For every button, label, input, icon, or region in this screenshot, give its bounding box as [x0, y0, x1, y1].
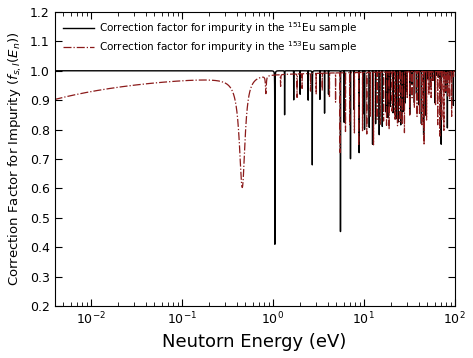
Line: Correction factor for impurity in the $^{153}$Eu sample: Correction factor for impurity in the $^… — [54, 72, 455, 188]
Correction factor for impurity in the $^{153}$Eu sample — [205, 78, 210, 82]
Correction factor for impurity in the $^{151}$Eu sample — [148, 69, 154, 73]
Correction factor for impurity in the $^{153}$Eu sample — [79, 91, 85, 96]
Correction factor for impurity in the $^{151}$Eu sample — [349, 69, 354, 73]
Correction factor for impurity in the $^{151}$Eu sample — [79, 69, 85, 73]
Line: Correction factor for impurity in the $^{151}$Eu sample: Correction factor for impurity in the $^… — [54, 71, 455, 244]
Correction factor for impurity in the $^{153}$Eu sample — [148, 81, 154, 86]
X-axis label: Neutorn Energy (eV): Neutorn Energy (eV) — [162, 333, 347, 351]
Correction factor for impurity in the $^{153}$Eu sample — [269, 73, 274, 78]
Correction factor for impurity in the $^{153}$Eu sample — [452, 69, 457, 74]
Correction factor for impurity in the $^{153}$Eu sample — [349, 71, 354, 75]
Correction factor for impurity in the $^{153}$Eu sample — [52, 97, 57, 102]
Correction factor for impurity in the $^{151}$Eu sample — [452, 69, 457, 73]
Correction factor for impurity in the $^{151}$Eu sample — [293, 69, 298, 73]
Correction factor for impurity in the $^{153}$Eu sample — [293, 72, 298, 76]
Correction factor for impurity in the $^{151}$Eu sample — [269, 69, 274, 73]
Correction factor for impurity in the $^{151}$Eu sample — [272, 242, 278, 246]
Correction factor for impurity in the $^{151}$Eu sample — [52, 69, 57, 73]
Legend: Correction factor for impurity in the $^{151}$Eu sample, Correction factor for i: Correction factor for impurity in the $^… — [60, 17, 361, 58]
Correction factor for impurity in the $^{151}$Eu sample — [205, 69, 210, 73]
Y-axis label: Correction Factor for Impurity ($f_{s,I}(E_n)$): Correction Factor for Impurity ($f_{s,I}… — [7, 32, 24, 286]
Correction factor for impurity in the $^{153}$Eu sample — [239, 185, 245, 190]
